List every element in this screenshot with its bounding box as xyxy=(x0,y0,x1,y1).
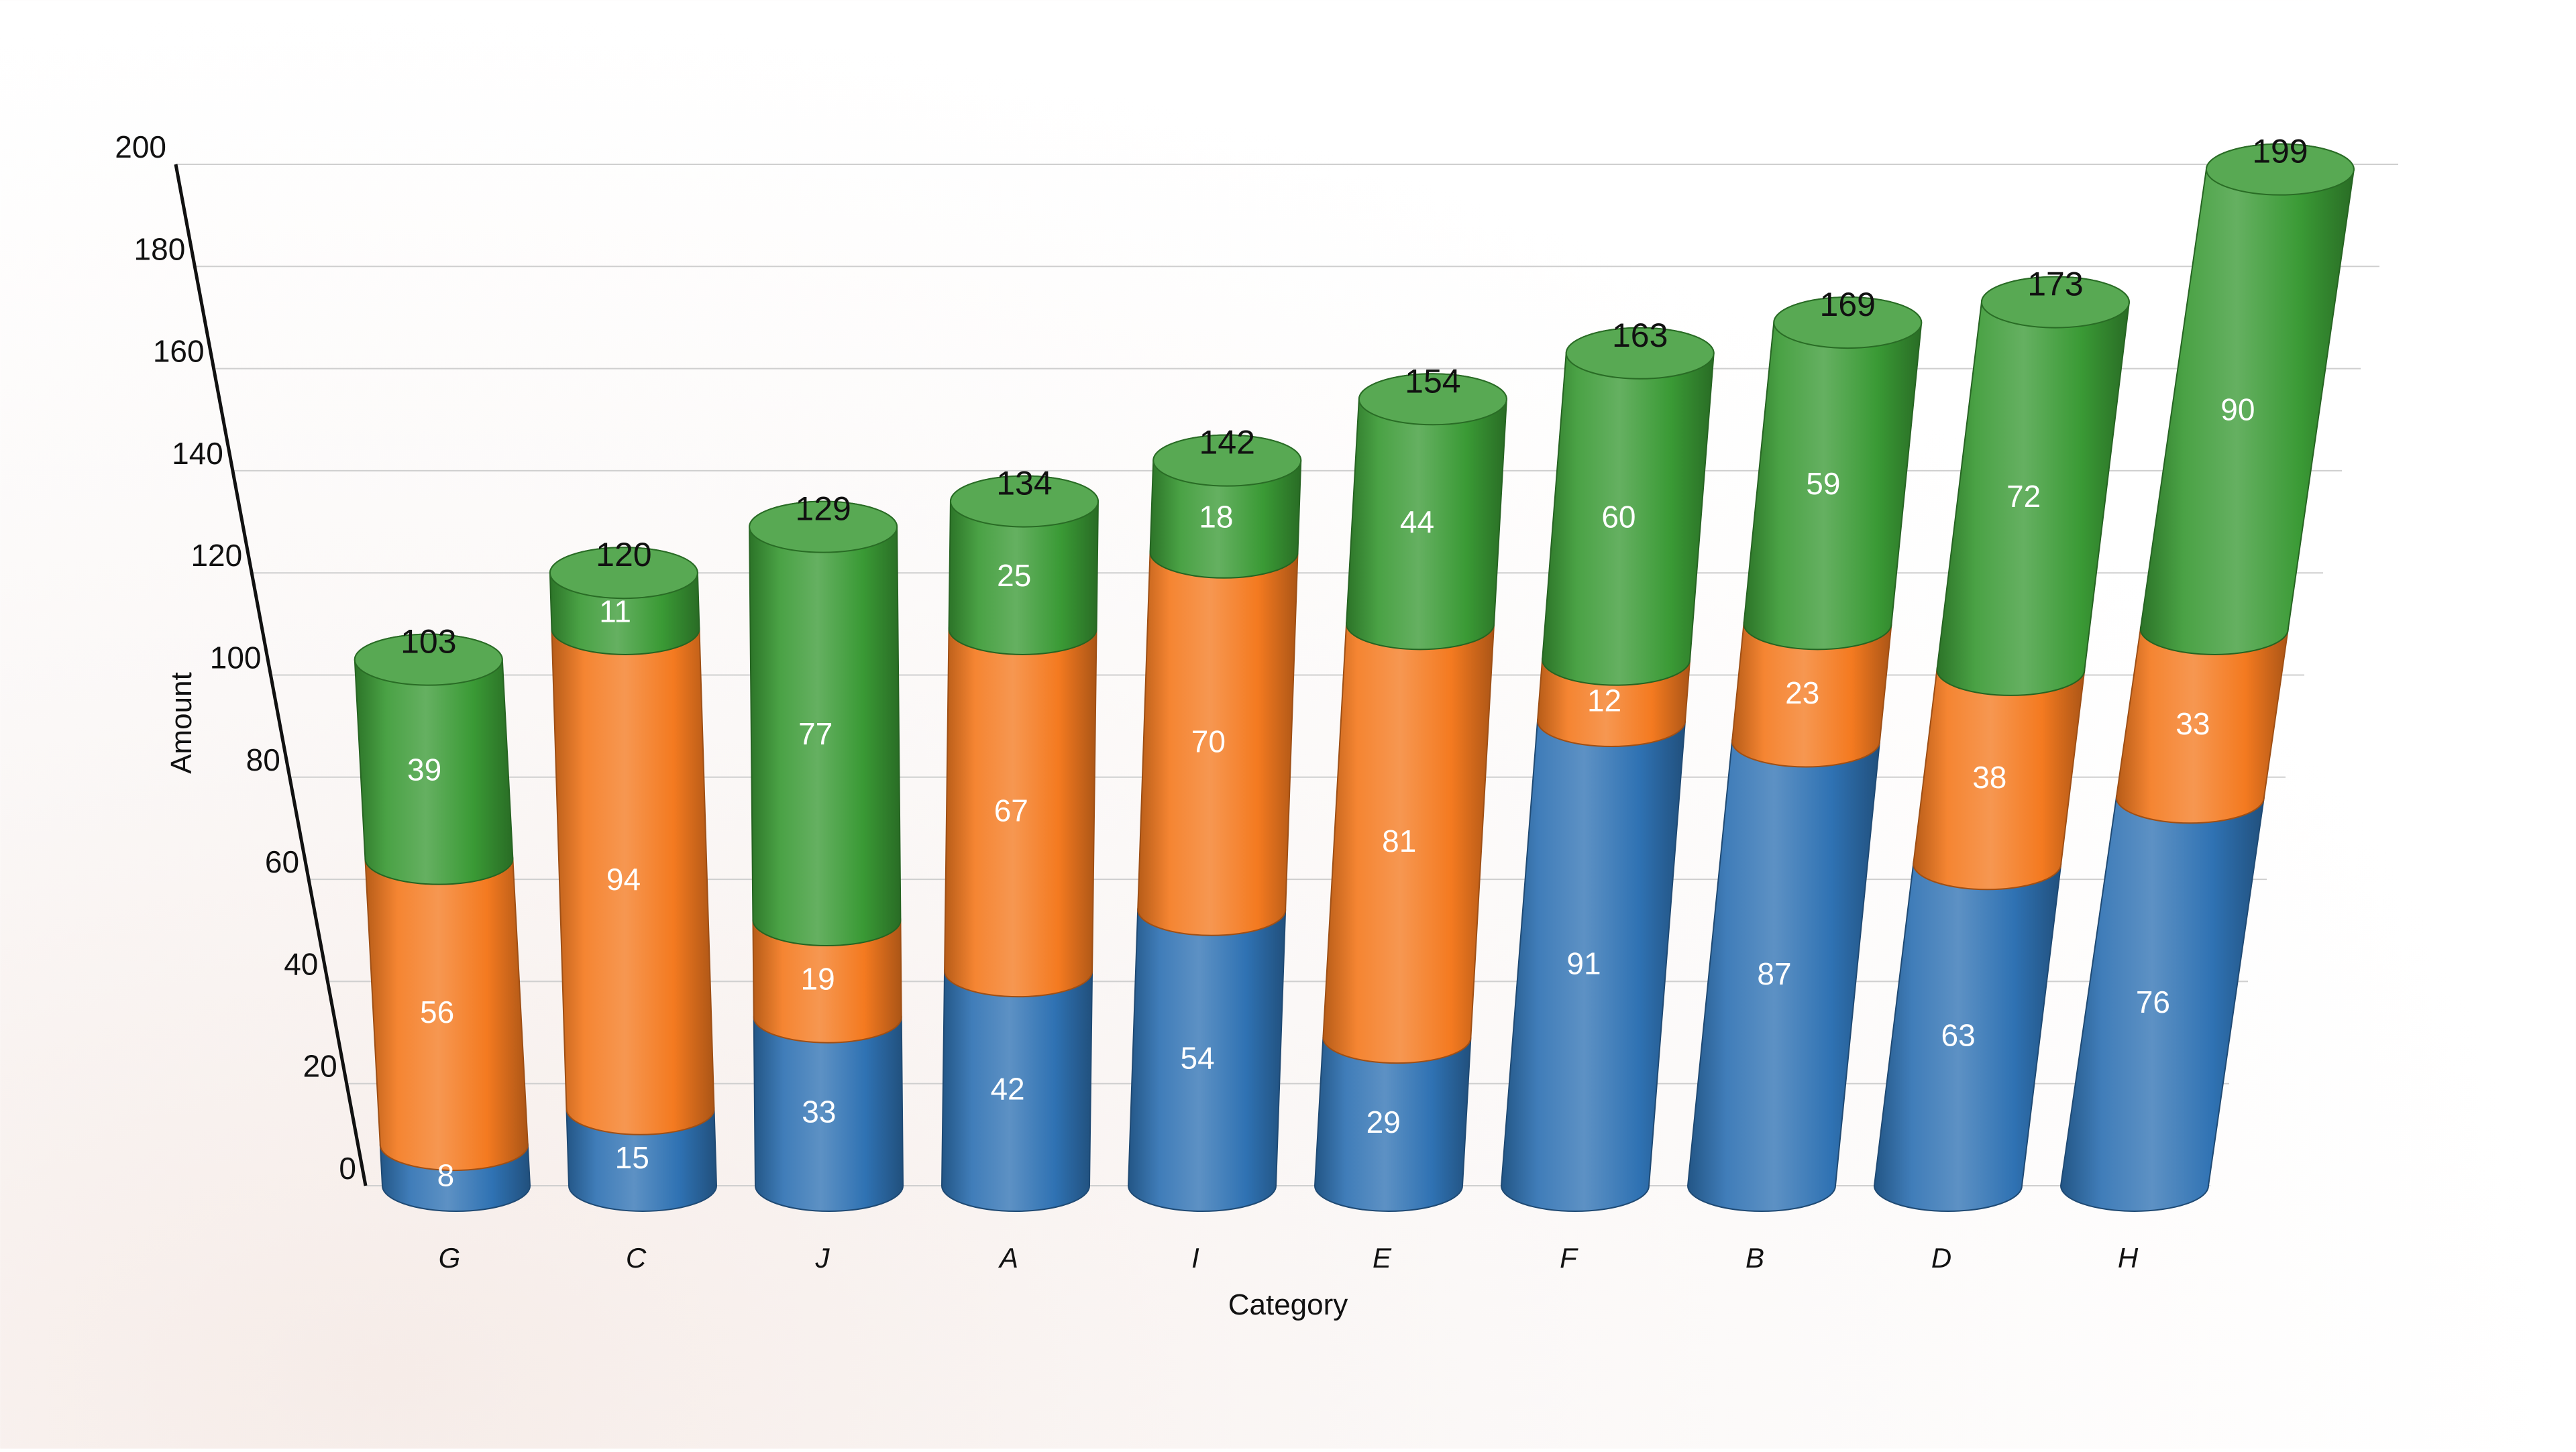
y-axis: 0 20 40 60 80 100 120 140 160 180 200 xyxy=(115,129,368,1186)
labels: 8 56 39 103 G 15 94 11 120 C 33 19 77 129 J 42 67 25 134 A 5… xyxy=(400,133,2308,1274)
segment-value-label: 59 xyxy=(1806,466,1840,501)
bar-top-cap xyxy=(354,633,503,686)
bar-stack-C xyxy=(549,547,718,1212)
x-tick-label: H xyxy=(2118,1242,2139,1274)
total-label: 120 xyxy=(596,536,651,573)
x-tick-label: C xyxy=(626,1242,647,1274)
bar-top-cap xyxy=(1152,434,1302,487)
bar-stack-I xyxy=(1127,434,1302,1212)
bar-top-cap xyxy=(949,475,1099,528)
bar-stack-J xyxy=(749,500,904,1212)
bar-stack-B xyxy=(1686,296,1923,1212)
segment-value-label: 19 xyxy=(800,962,835,997)
x-tick-label: D xyxy=(1931,1242,1951,1274)
y-tick-label: 180 xyxy=(134,231,186,266)
segment-value-label: 8 xyxy=(437,1158,455,1193)
segment-value-label: 87 xyxy=(1757,956,1791,991)
bar-stack-H xyxy=(2059,143,2355,1212)
segment-value-label: 67 xyxy=(994,793,1028,828)
y-tick-label: 200 xyxy=(115,129,166,164)
total-label: 129 xyxy=(795,490,851,528)
bar-top-cap xyxy=(1565,327,1715,380)
bars xyxy=(354,143,2355,1212)
segment-value-label: 15 xyxy=(615,1140,649,1175)
segment-value-label: 72 xyxy=(2006,479,2041,514)
y-tick-label: 0 xyxy=(339,1151,356,1186)
y-tick-label: 140 xyxy=(172,436,223,471)
bar-top-cap xyxy=(1358,373,1507,426)
total-label: 173 xyxy=(2027,266,2083,303)
segment-value-label: 25 xyxy=(997,558,1031,593)
bar-stack-D xyxy=(1873,276,2130,1212)
segment-value-label: 60 xyxy=(1601,499,1635,534)
total-label: 199 xyxy=(2252,133,2308,170)
x-tick-label: I xyxy=(1191,1242,1199,1274)
y-axis-title: Amount xyxy=(165,672,198,774)
y-axis-line xyxy=(174,164,368,1186)
x-tick-label: A xyxy=(998,1242,1018,1274)
total-label: 134 xyxy=(996,465,1052,502)
bar-top-cap xyxy=(549,547,698,600)
segment-value-label: 44 xyxy=(1400,504,1434,539)
bar-top-cap xyxy=(1773,296,1923,349)
segment-value-label: 12 xyxy=(1587,683,1621,718)
total-label: 142 xyxy=(1199,424,1255,461)
y-tick-label: 120 xyxy=(191,538,242,573)
y-tick-label: 160 xyxy=(153,334,205,369)
y-tick-label: 20 xyxy=(303,1049,337,1084)
bar-stack-G xyxy=(354,633,531,1212)
segment-value-label: 63 xyxy=(1941,1017,1976,1052)
segment-value-label: 39 xyxy=(407,752,441,787)
total-label: 154 xyxy=(1405,362,1460,400)
total-label: 169 xyxy=(1820,286,1876,323)
bar-top-cap xyxy=(749,500,898,553)
x-axis-title: Category xyxy=(1228,1288,1348,1321)
segment-value-label: 33 xyxy=(2176,706,2210,741)
bar-stack-A xyxy=(941,475,1099,1212)
segment-value-label: 33 xyxy=(802,1095,836,1129)
y-tick-label: 60 xyxy=(265,844,299,879)
segment-value-label: 90 xyxy=(2220,392,2255,427)
segment-value-label: 81 xyxy=(1382,824,1416,858)
y-tick-label: 80 xyxy=(246,742,280,777)
bar-top-cap xyxy=(2205,143,2355,196)
segment-value-label: 18 xyxy=(1199,499,1233,534)
bar-top-cap xyxy=(1980,276,2130,329)
segment-value-label: 56 xyxy=(420,995,454,1029)
total-label: 103 xyxy=(400,623,456,661)
x-tick-label: G xyxy=(439,1242,461,1274)
segment-value-label: 38 xyxy=(1972,760,2006,795)
segment-value-label: 94 xyxy=(606,862,641,897)
segment-value-label: 70 xyxy=(1191,724,1226,759)
x-tick-label: J xyxy=(815,1242,830,1274)
segment-value-label: 42 xyxy=(990,1071,1024,1106)
segment-value-label: 29 xyxy=(1366,1105,1401,1139)
segment-value-label: 91 xyxy=(1566,946,1601,981)
bar-stack-E xyxy=(1313,373,1507,1212)
x-tick-label: E xyxy=(1373,1242,1392,1274)
total-label: 163 xyxy=(1612,317,1668,354)
segment-value-label: 77 xyxy=(798,716,833,751)
x-tick-label: B xyxy=(1746,1242,1764,1274)
x-tick-label: F xyxy=(1560,1242,1578,1274)
bar-stack-F xyxy=(1500,327,1715,1212)
segment-value-label: 11 xyxy=(599,594,631,628)
segment-value-label: 76 xyxy=(2136,985,2170,1019)
segment-value-label: 23 xyxy=(1785,675,1819,710)
y-tick-label: 40 xyxy=(284,946,318,981)
segment-value-label: 54 xyxy=(1180,1041,1214,1076)
y-tick-label: 100 xyxy=(210,640,262,675)
